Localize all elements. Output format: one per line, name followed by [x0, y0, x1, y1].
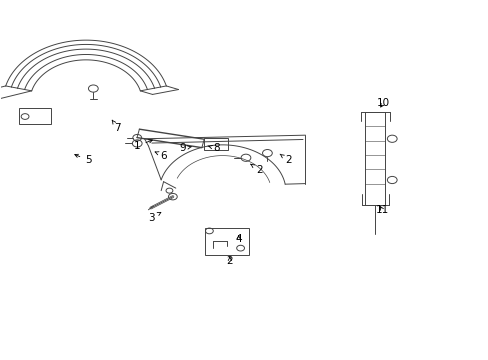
Text: 8: 8	[207, 143, 220, 153]
Text: 9: 9	[179, 143, 191, 153]
Text: 6: 6	[155, 150, 167, 161]
Text: 5: 5	[75, 154, 92, 165]
Text: 2: 2	[250, 164, 262, 175]
Text: 1: 1	[134, 140, 152, 151]
Text: 2: 2	[226, 256, 233, 266]
Text: 2: 2	[280, 154, 291, 165]
Bar	[19, 108, 51, 125]
Bar	[205, 228, 249, 255]
Text: 11: 11	[375, 206, 388, 216]
Text: 7: 7	[112, 120, 121, 133]
Bar	[203, 138, 227, 150]
Text: 10: 10	[376, 98, 389, 108]
Text: 4: 4	[235, 234, 242, 244]
Bar	[365, 112, 384, 205]
Text: 3: 3	[148, 212, 161, 222]
